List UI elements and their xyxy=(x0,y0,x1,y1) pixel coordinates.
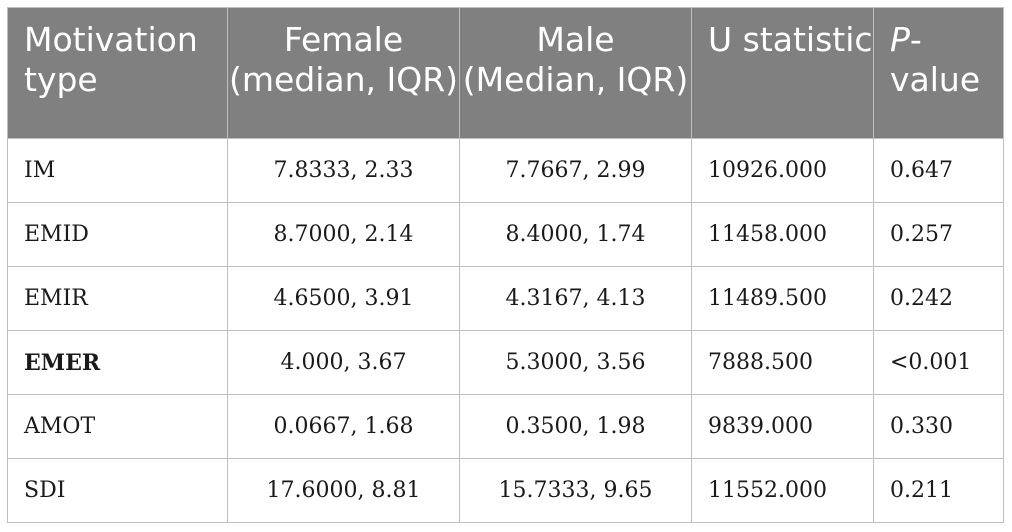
header-male: Male (Median, IQR) xyxy=(459,7,692,139)
cell-p-value: 0.647 xyxy=(873,138,1004,203)
table-row: IM 7.8333, 2.33 7.7667, 2.99 10926.000 0.647 xyxy=(7,138,1004,203)
header-p-value-italic: P xyxy=(890,20,910,59)
cell-p-value: 0.242 xyxy=(873,266,1004,331)
cell-male: 15.7333, 9.65 xyxy=(459,458,692,523)
header-p-value-rest: -value xyxy=(890,20,981,99)
cell-male: 8.4000, 1.74 xyxy=(459,202,692,267)
cell-male: 5.3000, 3.56 xyxy=(459,330,692,395)
cell-u-statistic: 10926.000 xyxy=(691,138,874,203)
table-row: AMOT 0.0667, 1.68 0.3500, 1.98 9839.000 0.33… xyxy=(7,394,1004,459)
header-p-value: P-value xyxy=(873,7,1004,139)
cell-female: 0.0667, 1.68 xyxy=(227,394,460,459)
motivation-table: Motivation type Female (median, IQR) Mal… xyxy=(7,7,1004,523)
cell-male: 4.3167, 4.13 xyxy=(459,266,692,331)
table-row: EMID 8.7000, 2.14 8.4000, 1.74 11458.000 0.2… xyxy=(7,202,1004,267)
cell-p-value: 0.330 xyxy=(873,394,1004,459)
cell-male: 7.7667, 2.99 xyxy=(459,138,692,203)
cell-u-statistic: 11489.500 xyxy=(691,266,874,331)
table-row: EMIR 4.6500, 3.91 4.3167, 4.13 11489.500 0.2… xyxy=(7,266,1004,331)
table-row: SDI 17.6000, 8.81 15.7333, 9.65 11552.000 0.… xyxy=(7,458,1004,523)
cell-u-statistic: 11458.000 xyxy=(691,202,874,267)
cell-u-statistic: 11552.000 xyxy=(691,458,874,523)
header-motivation-type: Motivation type xyxy=(7,7,228,139)
cell-motivation-type: EMER xyxy=(7,330,228,395)
cell-motivation-type: EMID xyxy=(7,202,228,267)
cell-p-value: 0.211 xyxy=(873,458,1004,523)
table-header: Motivation type Female (median, IQR) Mal… xyxy=(7,7,1004,139)
header-u-statistic: U statistic xyxy=(691,7,874,139)
header-row: Motivation type Female (median, IQR) Mal… xyxy=(7,7,1004,139)
cell-u-statistic: 9839.000 xyxy=(691,394,874,459)
cell-motivation-type: EMIR xyxy=(7,266,228,331)
table-row: EMER 4.000, 3.67 5.3000, 3.56 7888.500 <0.00… xyxy=(7,330,1004,395)
cell-female: 8.7000, 2.14 xyxy=(227,202,460,267)
motivation-table-container: Motivation type Female (median, IQR) Mal… xyxy=(7,7,1004,523)
cell-female: 4.000, 3.67 xyxy=(227,330,460,395)
cell-female: 7.8333, 2.33 xyxy=(227,138,460,203)
cell-motivation-type: IM xyxy=(7,138,228,203)
cell-female: 4.6500, 3.91 xyxy=(227,266,460,331)
table-body: IM 7.8333, 2.33 7.7667, 2.99 10926.000 0.647… xyxy=(7,138,1004,523)
cell-u-statistic: 7888.500 xyxy=(691,330,874,395)
cell-female: 17.6000, 8.81 xyxy=(227,458,460,523)
cell-male: 0.3500, 1.98 xyxy=(459,394,692,459)
cell-motivation-type: SDI xyxy=(7,458,228,523)
cell-motivation-type: AMOT xyxy=(7,394,228,459)
header-female: Female (median, IQR) xyxy=(227,7,460,139)
cell-p-value: 0.257 xyxy=(873,202,1004,267)
cell-p-value: <0.001 xyxy=(873,330,1004,395)
